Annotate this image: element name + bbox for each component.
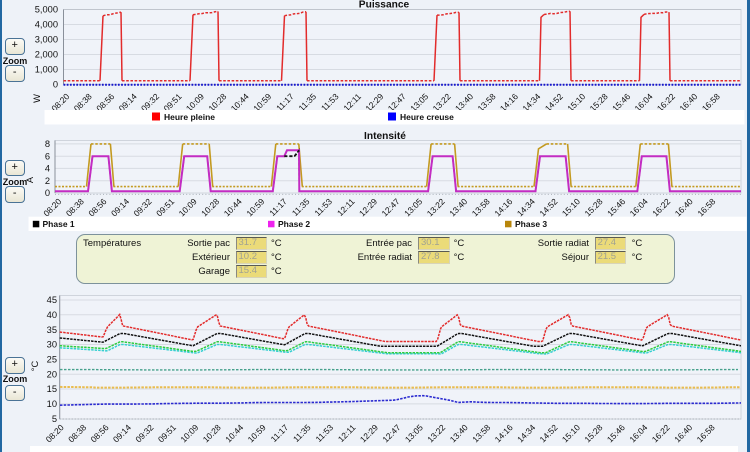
svg-text:8: 8: [45, 139, 50, 149]
svg-text:14:16: 14:16: [493, 422, 515, 444]
svg-text:16:22: 16:22: [650, 422, 672, 444]
svg-text:40: 40: [47, 310, 57, 320]
svg-text:11:53: 11:53: [312, 196, 334, 218]
svg-text:14:16: 14:16: [492, 196, 514, 218]
svg-text:11:53: 11:53: [313, 422, 335, 444]
svg-text:09:14: 09:14: [109, 196, 131, 218]
svg-text:30: 30: [47, 340, 57, 350]
svg-text:Phase 1: Phase 1: [43, 219, 75, 229]
svg-text:08:20: 08:20: [41, 196, 63, 218]
svg-text:10:09: 10:09: [178, 422, 200, 444]
svg-text:12:11: 12:11: [336, 422, 358, 444]
svg-text:13:40: 13:40: [447, 196, 469, 218]
svg-text:14:34: 14:34: [515, 422, 537, 444]
svg-text:08:56: 08:56: [86, 196, 108, 218]
svg-text:12:47: 12:47: [380, 422, 402, 444]
svg-text:14:34: 14:34: [515, 196, 537, 218]
svg-text:11:53: 11:53: [319, 91, 341, 113]
svg-text:10:59: 10:59: [246, 422, 268, 444]
svg-text:Heure pleine: Heure pleine: [164, 112, 215, 122]
svg-text:4,000: 4,000: [35, 20, 58, 30]
svg-text:2,000: 2,000: [35, 50, 58, 60]
svg-text:12:29: 12:29: [358, 422, 380, 444]
svg-text:14:52: 14:52: [537, 196, 559, 218]
svg-text:10:44: 10:44: [223, 422, 245, 444]
svg-text:09:51: 09:51: [156, 422, 178, 444]
svg-text:16:04: 16:04: [628, 196, 650, 218]
svg-text:13:05: 13:05: [403, 422, 425, 444]
svg-text:12:11: 12:11: [341, 91, 363, 113]
svg-text:0: 0: [45, 188, 50, 198]
svg-text:13:58: 13:58: [470, 196, 492, 218]
svg-text:16:58: 16:58: [695, 422, 717, 444]
svg-text:15:46: 15:46: [605, 196, 627, 218]
svg-text:15:10: 15:10: [560, 422, 582, 444]
svg-text:13:22: 13:22: [425, 422, 447, 444]
svg-text:12:11: 12:11: [335, 196, 357, 218]
svg-text:15: 15: [47, 384, 57, 394]
svg-text:14:52: 14:52: [537, 422, 559, 444]
svg-text:20: 20: [47, 369, 57, 379]
svg-text:45: 45: [47, 295, 57, 305]
svg-text:16:40: 16:40: [672, 422, 694, 444]
svg-text:Puissance: Puissance: [359, 0, 410, 11]
svg-text:W: W: [32, 94, 42, 103]
svg-text:10: 10: [47, 399, 57, 409]
svg-text:11:35: 11:35: [290, 196, 312, 218]
svg-text:1,000: 1,000: [35, 65, 58, 75]
svg-text:6: 6: [45, 151, 50, 161]
svg-text:13:58: 13:58: [470, 422, 492, 444]
svg-text:5,000: 5,000: [35, 5, 58, 15]
svg-text:12:29: 12:29: [357, 196, 379, 218]
svg-text:16:04: 16:04: [627, 422, 649, 444]
svg-text:25: 25: [47, 355, 57, 365]
svg-text:4: 4: [45, 164, 50, 174]
svg-text:09:51: 09:51: [154, 196, 176, 218]
svg-text:Heure creuse: Heure creuse: [400, 112, 454, 122]
svg-text:09:14: 09:14: [111, 422, 133, 444]
svg-text:A: A: [25, 176, 35, 183]
svg-text:Phase 3: Phase 3: [515, 219, 547, 229]
svg-text:15:10: 15:10: [560, 196, 582, 218]
svg-text:13:22: 13:22: [425, 196, 447, 218]
svg-text:3,000: 3,000: [35, 35, 58, 45]
svg-text:Intensité: Intensité: [364, 131, 406, 142]
svg-text:12:47: 12:47: [379, 196, 401, 218]
svg-text:16:22: 16:22: [650, 196, 672, 218]
svg-text:13:05: 13:05: [402, 196, 424, 218]
svg-text:10:09: 10:09: [177, 196, 199, 218]
svg-text:08:38: 08:38: [66, 422, 88, 444]
svg-text:10:59: 10:59: [244, 196, 266, 218]
svg-text:08:38: 08:38: [64, 196, 86, 218]
svg-text:09:32: 09:32: [133, 422, 155, 444]
svg-text:15:28: 15:28: [582, 196, 604, 218]
svg-text:11:35: 11:35: [291, 422, 313, 444]
svg-text:10:28: 10:28: [199, 196, 221, 218]
svg-text:5: 5: [52, 414, 57, 424]
svg-text:10:28: 10:28: [201, 422, 223, 444]
svg-text:0: 0: [53, 80, 58, 90]
svg-text:08:56: 08:56: [88, 422, 110, 444]
svg-text:16:40: 16:40: [673, 196, 695, 218]
svg-text:Phase 2: Phase 2: [278, 219, 310, 229]
svg-text:16:58: 16:58: [695, 196, 717, 218]
svg-text:11:35: 11:35: [296, 91, 318, 113]
svg-text:10:44: 10:44: [222, 196, 244, 218]
svg-text:11:17: 11:17: [269, 422, 291, 444]
svg-text:11:17: 11:17: [267, 196, 289, 218]
svg-text:°C: °C: [30, 361, 40, 372]
svg-text:15:28: 15:28: [582, 422, 604, 444]
svg-text:35: 35: [47, 325, 57, 335]
svg-text:15:46: 15:46: [605, 422, 627, 444]
svg-text:13:40: 13:40: [448, 422, 470, 444]
svg-text:11:17: 11:17: [274, 91, 296, 113]
svg-text:2: 2: [45, 176, 50, 186]
svg-text:08:20: 08:20: [44, 422, 66, 444]
svg-text:09:32: 09:32: [131, 196, 153, 218]
